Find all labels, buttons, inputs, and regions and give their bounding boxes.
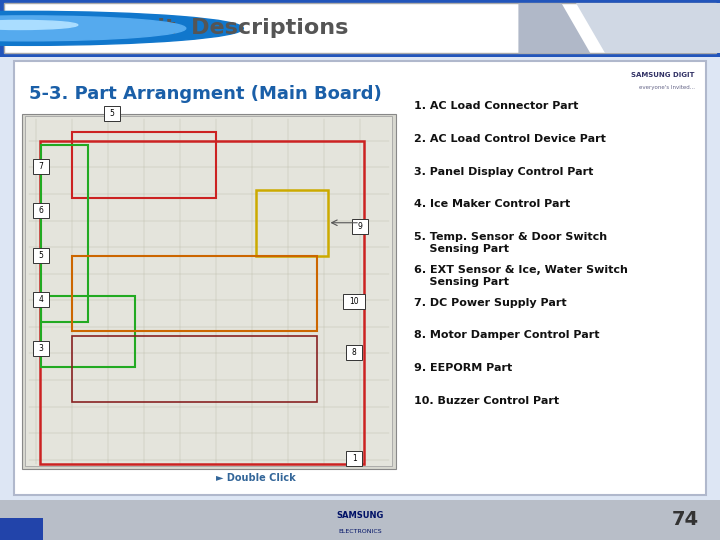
Text: 8. Motor Damper Control Part: 8. Motor Damper Control Part — [414, 330, 600, 340]
Text: 4. Ice Maker Control Part: 4. Ice Maker Control Part — [414, 199, 570, 210]
Text: 2. AC Load Control Device Part: 2. AC Load Control Device Part — [414, 134, 606, 144]
Text: 5.  Circuit  Descriptions: 5. Circuit Descriptions — [54, 18, 348, 38]
Text: ► Double Click: ► Double Click — [216, 473, 296, 483]
Text: 3: 3 — [39, 343, 43, 353]
Polygon shape — [346, 345, 362, 360]
Circle shape — [0, 21, 78, 30]
Polygon shape — [104, 106, 120, 121]
Text: 5-3. Part Arrangment (Main Board): 5-3. Part Arrangment (Main Board) — [29, 85, 382, 104]
FancyBboxPatch shape — [14, 61, 706, 495]
Text: 9: 9 — [358, 222, 362, 231]
FancyBboxPatch shape — [0, 57, 720, 500]
Text: 10: 10 — [349, 297, 359, 306]
Polygon shape — [33, 292, 49, 307]
Text: 74: 74 — [671, 510, 698, 529]
FancyBboxPatch shape — [4, 3, 716, 53]
Text: 5. Temp. Sensor & Door Switch
    Sensing Part: 5. Temp. Sensor & Door Switch Sensing Pa… — [414, 232, 607, 254]
Text: SAMSUNG: SAMSUNG — [336, 511, 384, 520]
FancyBboxPatch shape — [0, 518, 43, 540]
Text: 6. EXT Sensor & Ice, Water Switch
    Sensing Part: 6. EXT Sensor & Ice, Water Switch Sensin… — [414, 265, 628, 287]
Text: 1: 1 — [352, 454, 356, 463]
Polygon shape — [25, 117, 392, 466]
Text: 1. AC Load Connector Part: 1. AC Load Connector Part — [414, 101, 578, 111]
Circle shape — [0, 11, 243, 45]
Text: 6: 6 — [39, 206, 43, 215]
Text: 4: 4 — [39, 295, 43, 304]
Text: 5: 5 — [109, 109, 114, 118]
Polygon shape — [346, 451, 362, 466]
Text: 8: 8 — [352, 348, 356, 357]
FancyBboxPatch shape — [0, 500, 720, 540]
Polygon shape — [343, 294, 365, 309]
Polygon shape — [352, 219, 368, 234]
Polygon shape — [33, 341, 49, 355]
Text: SAMSUNG DIGIT: SAMSUNG DIGIT — [631, 72, 695, 78]
Polygon shape — [33, 247, 49, 262]
Text: 5: 5 — [39, 251, 43, 260]
Text: 3. Panel Display Control Part: 3. Panel Display Control Part — [414, 166, 593, 177]
Polygon shape — [33, 159, 49, 174]
Text: 9. EEPORM Part: 9. EEPORM Part — [414, 363, 512, 373]
Text: 7. DC Power Supply Part: 7. DC Power Supply Part — [414, 298, 567, 308]
Text: 10. Buzzer Control Part: 10. Buzzer Control Part — [414, 396, 559, 406]
Polygon shape — [33, 203, 49, 218]
Circle shape — [0, 16, 186, 41]
Text: everyone's Invited...: everyone's Invited... — [639, 85, 695, 91]
Text: 7: 7 — [39, 162, 43, 171]
FancyBboxPatch shape — [0, 0, 720, 57]
Text: ELECTRONICS: ELECTRONICS — [338, 529, 382, 534]
Polygon shape — [22, 114, 396, 469]
Polygon shape — [518, 3, 590, 53]
Polygon shape — [576, 3, 720, 53]
